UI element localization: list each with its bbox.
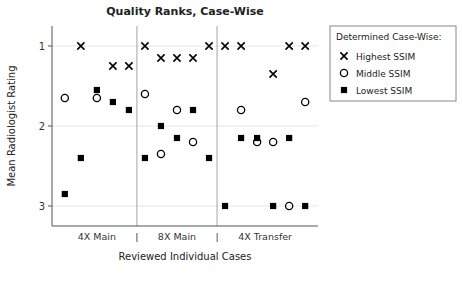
point bbox=[141, 42, 148, 49]
point bbox=[109, 62, 116, 69]
x-axis-line bbox=[52, 226, 318, 227]
tick-label: | bbox=[215, 231, 218, 242]
point bbox=[222, 203, 228, 209]
point bbox=[302, 203, 308, 209]
point bbox=[302, 42, 309, 49]
point bbox=[205, 42, 212, 49]
point bbox=[61, 94, 68, 101]
grid-line bbox=[52, 46, 318, 47]
title: Quality Ranks, Case-Wise bbox=[106, 5, 264, 18]
y-axis-label: Mean Radiologist Rating bbox=[6, 65, 17, 186]
legend-label: Lowest SSIM bbox=[356, 86, 412, 96]
legend: Determined Case-Wise: Highest SSIM Middle … bbox=[330, 26, 456, 101]
point bbox=[270, 70, 277, 77]
tick-mark bbox=[48, 206, 52, 207]
legend-label: Middle SSIM bbox=[356, 69, 410, 79]
grid-line bbox=[52, 206, 318, 207]
legend-label: Highest SSIM bbox=[356, 52, 415, 62]
point bbox=[254, 135, 260, 141]
point bbox=[238, 135, 244, 141]
grid-line bbox=[52, 126, 318, 127]
tick-label: | bbox=[135, 231, 138, 242]
tick-label: 2 bbox=[39, 121, 45, 132]
point bbox=[286, 42, 293, 49]
legend-marker bbox=[341, 87, 347, 93]
point bbox=[189, 54, 196, 61]
point bbox=[286, 202, 293, 209]
marks bbox=[61, 42, 309, 209]
tick-mark bbox=[48, 46, 52, 47]
tick-label: 4X Transfer bbox=[238, 231, 292, 242]
point bbox=[110, 99, 116, 105]
point bbox=[78, 155, 84, 161]
legend-marker bbox=[340, 52, 347, 59]
point bbox=[237, 106, 244, 113]
point bbox=[286, 135, 292, 141]
point bbox=[270, 203, 276, 209]
separator-line bbox=[217, 26, 218, 226]
point bbox=[141, 90, 148, 97]
tick-label: 3 bbox=[39, 201, 45, 212]
point bbox=[125, 62, 132, 69]
separator-line bbox=[136, 26, 137, 226]
point bbox=[189, 138, 196, 145]
point bbox=[158, 123, 164, 129]
point bbox=[157, 150, 164, 157]
point bbox=[77, 42, 84, 49]
chart: 1 2 3 4X Main | 8X Main | 4X Transfer Quality Ra… bbox=[0, 0, 463, 282]
legend-marker bbox=[340, 69, 347, 76]
y-axis-line bbox=[52, 26, 53, 226]
point bbox=[142, 155, 148, 161]
point bbox=[190, 107, 196, 113]
point bbox=[174, 135, 180, 141]
tick-label: 1 bbox=[39, 41, 45, 52]
tick-label: 4X Main bbox=[78, 231, 116, 242]
point bbox=[173, 54, 180, 61]
x-axis-label: Reviewed Individual Cases bbox=[119, 251, 252, 262]
point bbox=[94, 87, 100, 93]
point bbox=[221, 42, 228, 49]
tick-mark bbox=[48, 126, 52, 127]
tick-label: 8X Main bbox=[158, 231, 196, 242]
point bbox=[302, 98, 309, 105]
point bbox=[270, 138, 277, 145]
point bbox=[126, 107, 132, 113]
point bbox=[237, 42, 244, 49]
point bbox=[173, 106, 180, 113]
legend-title: Determined Case-Wise: bbox=[336, 32, 442, 42]
point bbox=[157, 54, 164, 61]
point bbox=[62, 191, 68, 197]
point bbox=[206, 155, 212, 161]
legend-frame bbox=[330, 26, 456, 101]
point bbox=[93, 94, 100, 101]
